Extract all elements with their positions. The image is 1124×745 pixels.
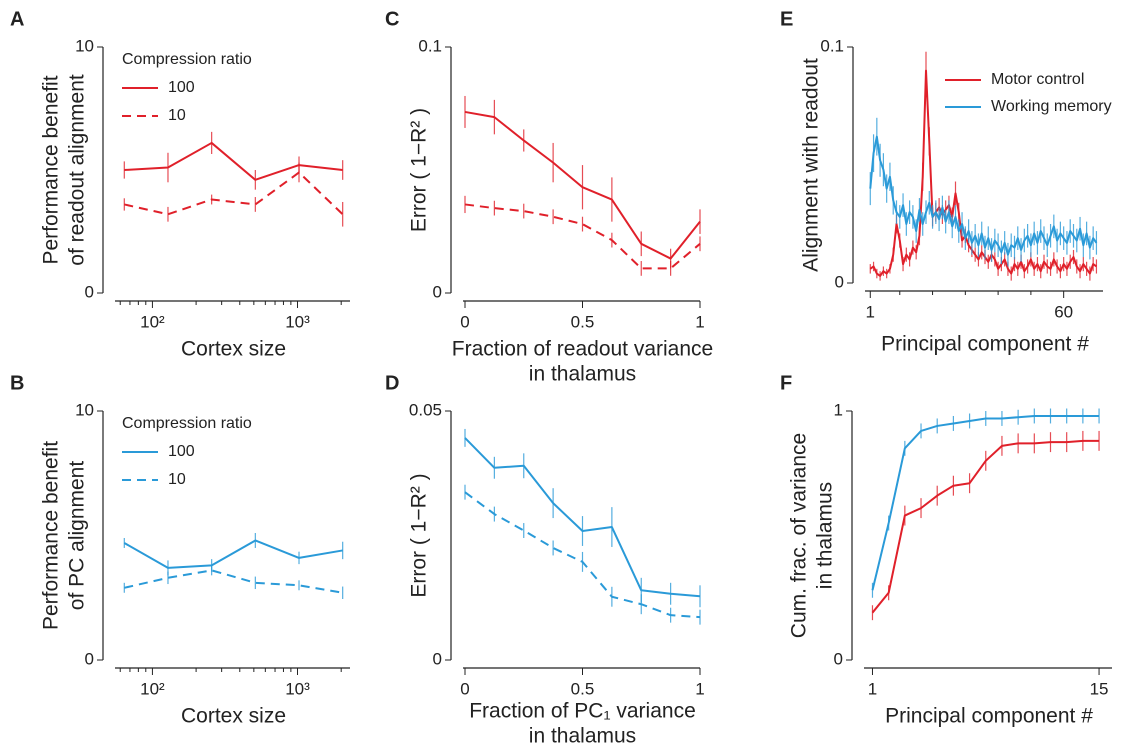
panel: A 0 10 10² 10³ Cortex size Performance benefit… xyxy=(10,8,350,361)
y-tick-label: 0.05 xyxy=(409,400,442,419)
y-tick-label: 0.1 xyxy=(418,36,442,55)
legend-label: Motor control xyxy=(991,71,1084,88)
y-axis-title: Performance benefit xyxy=(40,75,63,264)
x-tick-label: 0 xyxy=(460,312,469,331)
series-line xyxy=(464,203,701,270)
y-tick-label: 0.1 xyxy=(820,36,844,55)
y-tick-label: 1 xyxy=(834,400,843,419)
panel-letter: B xyxy=(10,372,24,394)
y-axis-title: of readout alignment xyxy=(66,74,89,266)
x-tick-label: 1 xyxy=(866,302,875,321)
series-line xyxy=(124,171,344,216)
x-tick-label: 15 xyxy=(1090,679,1109,698)
series-line xyxy=(124,141,343,181)
x-axis-title: Principal component # xyxy=(885,705,1093,728)
y-axis-title: Alignment with readout xyxy=(800,58,823,272)
x-axis-title: Cortex size xyxy=(181,705,286,728)
x-axis-title: Fraction of PC₁ variance xyxy=(469,700,696,723)
x-axis-title: Principal component # xyxy=(881,333,1089,356)
y-tick-label: 0 xyxy=(834,649,843,668)
panel-letter: C xyxy=(385,8,399,30)
x-tick-label: 10² xyxy=(140,679,165,698)
legend-title: Compression ratio xyxy=(122,51,252,68)
x-tick-label: 0.5 xyxy=(571,679,595,698)
panel: B 0 10 10² 10³ Cortex size Performance benefit… xyxy=(10,372,350,728)
series-line xyxy=(869,135,1098,256)
y-tick-label: 10 xyxy=(75,400,94,419)
y-tick-label: 0 xyxy=(433,649,442,668)
legend-title: Compression ratio xyxy=(122,415,252,432)
series-line xyxy=(871,439,1100,614)
x-tick-label: 10³ xyxy=(285,679,310,698)
y-axis-title: of PC alignment xyxy=(66,461,89,611)
x-tick-label: 60 xyxy=(1054,302,1073,321)
x-tick-label: 1 xyxy=(868,679,877,698)
series-line xyxy=(123,539,343,569)
panel-letter: F xyxy=(780,372,792,394)
panel-letter: D xyxy=(385,372,399,394)
series-line xyxy=(464,491,701,619)
legend-label: 10 xyxy=(168,107,186,124)
legend-label: Working memory xyxy=(991,98,1112,115)
x-tick-label: 1 xyxy=(695,312,704,331)
y-axis-title: Error ( 1−R² ) xyxy=(408,108,431,232)
series-line xyxy=(124,569,343,594)
y-tick-label: 0 xyxy=(85,282,94,301)
x-tick-label: 10³ xyxy=(285,312,310,331)
x-axis-title: in thalamus xyxy=(529,363,636,386)
series-line xyxy=(464,437,701,598)
panel-letter: A xyxy=(10,8,24,30)
y-tick-label: 10 xyxy=(75,36,94,55)
legend-label: 100 xyxy=(168,79,195,96)
y-axis-title: in thalamus xyxy=(814,482,837,589)
y-axis-title: Error ( 1−R² ) xyxy=(408,473,431,597)
y-tick-label: 0 xyxy=(85,649,94,668)
x-axis-title: Fraction of readout variance xyxy=(452,338,713,361)
x-tick-label: 1 xyxy=(695,679,704,698)
y-axis-title: Cum. frac. of variance xyxy=(788,433,811,638)
x-axis-title: in thalamus xyxy=(529,725,636,745)
x-tick-label: 0.5 xyxy=(571,312,595,331)
y-tick-label: 0 xyxy=(433,282,442,301)
legend-label: 10 xyxy=(168,471,186,488)
panel: C 0 0.1 0 0.5 1 Fraction of readout variancein… xyxy=(385,8,713,385)
panel: E 0 0.1 1 60 Principal component # Alignment w… xyxy=(780,8,1112,355)
panel-letter: E xyxy=(780,8,793,30)
panel: F 0 1 1 15 Principal component # Cum. frac. of… xyxy=(780,372,1112,728)
legend-label: 100 xyxy=(168,443,195,460)
x-tick-label: 10² xyxy=(140,312,165,331)
series-line xyxy=(869,69,1098,277)
y-axis-title: Performance benefit xyxy=(40,441,63,630)
series-line xyxy=(871,414,1100,591)
y-tick-label: 0 xyxy=(835,272,844,291)
x-tick-label: 0 xyxy=(460,679,469,698)
series-line xyxy=(464,110,701,260)
x-axis-title: Cortex size xyxy=(181,338,286,361)
